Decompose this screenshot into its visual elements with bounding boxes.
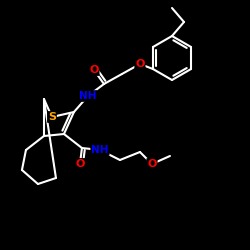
Text: NH: NH [79, 91, 97, 101]
Text: NH: NH [91, 145, 109, 155]
Text: O: O [135, 59, 145, 69]
Text: O: O [75, 159, 85, 169]
Text: O: O [89, 65, 99, 75]
Text: S: S [48, 112, 56, 122]
Text: O: O [147, 159, 157, 169]
